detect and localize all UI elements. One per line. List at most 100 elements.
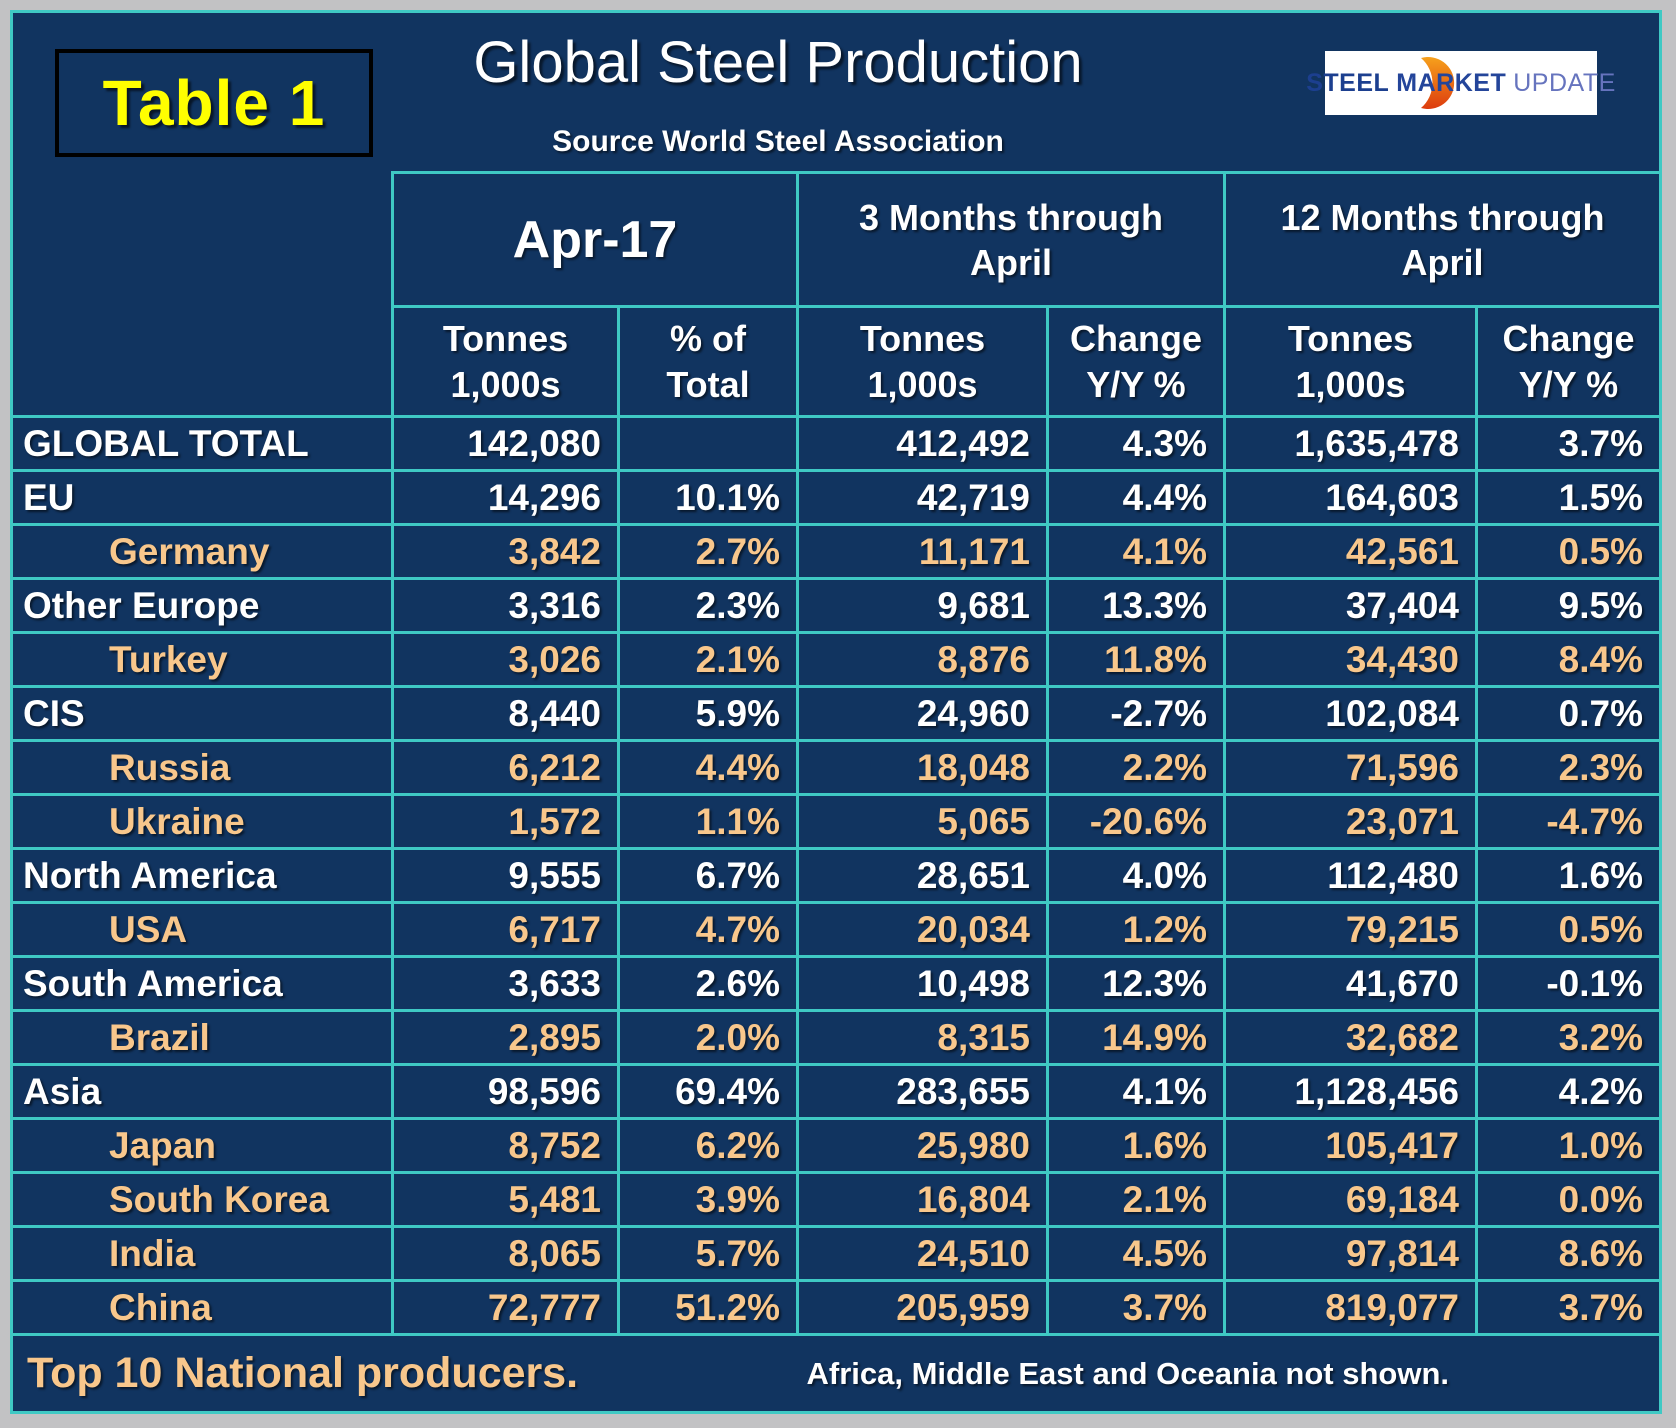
m12-tonnes-value: 23,071: [1226, 796, 1478, 850]
apr-tonnes-value: 3,026: [394, 634, 620, 688]
row-label: Ukraine: [13, 796, 394, 850]
logo-word-market: MARKET: [1396, 68, 1507, 97]
m12-tonnes-value: 69,184: [1226, 1174, 1478, 1228]
m3-change-value: 2.2%: [1049, 742, 1226, 796]
m12-change-value: 0.0%: [1478, 1174, 1659, 1228]
row-label: North America: [13, 850, 394, 904]
m12-tonnes-value: 819,077: [1226, 1282, 1478, 1336]
m3-tonnes-value: 25,980: [799, 1120, 1049, 1174]
title-zone: Table 1 Global Steel Production Source W…: [13, 13, 1659, 171]
m3-change-value: -20.6%: [1049, 796, 1226, 850]
m12-change-value: 0.5%: [1478, 526, 1659, 580]
logo-word-steel: STEEL: [1306, 68, 1390, 97]
m12-tonnes-value: 102,084: [1226, 688, 1478, 742]
header-tonnes-line1: Tonnes: [1287, 317, 1414, 359]
m12-change-value: 8.6%: [1478, 1228, 1659, 1282]
apr-tonnes-value: 1,572: [394, 796, 620, 850]
apr-tonnes-value: 142,080: [394, 418, 620, 472]
m3-change-value: 2.1%: [1049, 1174, 1226, 1228]
m3-tonnes-value: 18,048: [799, 742, 1049, 796]
m12-change-value: 3.7%: [1478, 1282, 1659, 1336]
row-label: Turkey: [13, 634, 394, 688]
m12-change-value: 1.0%: [1478, 1120, 1659, 1174]
m3-change-value: 4.5%: [1049, 1228, 1226, 1282]
footer-note-right: Africa, Middle East and Oceania not show…: [806, 1355, 1449, 1391]
m12-tonnes-value: 1,635,478: [1226, 418, 1478, 472]
header-apr-tonnes: Tonnes 1,000s: [394, 308, 620, 418]
apr-tonnes-value: 14,296: [394, 472, 620, 526]
m12-change-value: 3.7%: [1478, 418, 1659, 472]
row-label: Other Europe: [13, 580, 394, 634]
apr-tonnes-value: 8,752: [394, 1120, 620, 1174]
header-3-months-line2: April: [969, 241, 1052, 283]
m3-tonnes-value: 412,492: [799, 418, 1049, 472]
m3-change-value: 1.6%: [1049, 1120, 1226, 1174]
m12-tonnes-value: 1,128,456: [1226, 1066, 1478, 1120]
m3-change-value: -2.7%: [1049, 688, 1226, 742]
row-label: GLOBAL TOTAL: [13, 418, 394, 472]
row-label: Russia: [13, 742, 394, 796]
m12-change-value: 4.2%: [1478, 1066, 1659, 1120]
header-month: Apr-17: [394, 171, 799, 308]
apr-pct-total-value: 4.7%: [620, 904, 799, 958]
apr-tonnes-value: 8,440: [394, 688, 620, 742]
m12-change-value: 1.5%: [1478, 472, 1659, 526]
m12-change-value: -0.1%: [1478, 958, 1659, 1012]
page-subtitle: Source World Steel Association: [552, 125, 1004, 158]
m3-tonnes-value: 8,315: [799, 1012, 1049, 1066]
header-tonnes-line2: 1,000s: [867, 363, 978, 405]
apr-tonnes-value: 6,212: [394, 742, 620, 796]
m3-tonnes-value: 24,510: [799, 1228, 1049, 1282]
apr-pct-total-value: 6.2%: [620, 1120, 799, 1174]
apr-tonnes-value: 8,065: [394, 1228, 620, 1282]
row-label: CIS: [13, 688, 394, 742]
m3-tonnes-value: 283,655: [799, 1066, 1049, 1120]
table-number-badge: Table 1: [55, 49, 373, 157]
apr-pct-total-value: 10.1%: [620, 472, 799, 526]
m12-tonnes-value: 164,603: [1226, 472, 1478, 526]
footer-note-left: Top 10 National producers.: [27, 1349, 579, 1397]
m3-tonnes-value: 8,876: [799, 634, 1049, 688]
apr-pct-total-value: 3.9%: [620, 1174, 799, 1228]
apr-pct-total-value: 69.4%: [620, 1066, 799, 1120]
header-change-line1: Change: [1069, 317, 1202, 359]
apr-pct-total-value: 2.7%: [620, 526, 799, 580]
apr-tonnes-value: 2,895: [394, 1012, 620, 1066]
apr-tonnes-value: 9,555: [394, 850, 620, 904]
row-label: Asia: [13, 1066, 394, 1120]
m12-tonnes-value: 41,670: [1226, 958, 1478, 1012]
m12-tonnes-value: 34,430: [1226, 634, 1478, 688]
crescent-icon: [1421, 57, 1455, 109]
header-pct-line2: Total: [666, 363, 750, 405]
m12-change-value: 9.5%: [1478, 580, 1659, 634]
header-tonnes-line1: Tonnes: [859, 317, 986, 359]
apr-tonnes-value: 5,481: [394, 1174, 620, 1228]
header-tonnes-line2: 1,000s: [1295, 363, 1406, 405]
m3-change-value: 4.0%: [1049, 850, 1226, 904]
m12-tonnes-value: 42,561: [1226, 526, 1478, 580]
header-3-months-line1: 3 Months through: [859, 196, 1163, 238]
m3-tonnes-value: 10,498: [799, 958, 1049, 1012]
header-12-months-line1: 12 Months through: [1280, 196, 1605, 238]
logo-word-update: UPDATE: [1513, 68, 1616, 97]
m3-tonnes-value: 5,065: [799, 796, 1049, 850]
apr-tonnes-value: 3,316: [394, 580, 620, 634]
header-12-months-group: 12 Months through April: [1226, 171, 1659, 308]
m12-tonnes-value: 105,417: [1226, 1120, 1478, 1174]
table-footer-row: Top 10 National producers. Africa, Middl…: [13, 1336, 1659, 1411]
table-panel: Table 1 Global Steel Production Source W…: [10, 10, 1662, 1414]
m12-change-value: 3.2%: [1478, 1012, 1659, 1066]
m12-change-value: 8.4%: [1478, 634, 1659, 688]
m12-tonnes-value: 37,404: [1226, 580, 1478, 634]
header-12mo-tonnes: Tonnes 1,000s: [1226, 308, 1478, 418]
row-label: China: [13, 1282, 394, 1336]
apr-tonnes-value: 72,777: [394, 1282, 620, 1336]
page-title: Global Steel Production: [473, 30, 1083, 95]
m3-change-value: 14.9%: [1049, 1012, 1226, 1066]
m3-change-value: 4.3%: [1049, 418, 1226, 472]
apr-pct-total-value: 2.6%: [620, 958, 799, 1012]
table-number-label: Table 1: [102, 67, 326, 139]
row-label: USA: [13, 904, 394, 958]
row-label: EU: [13, 472, 394, 526]
